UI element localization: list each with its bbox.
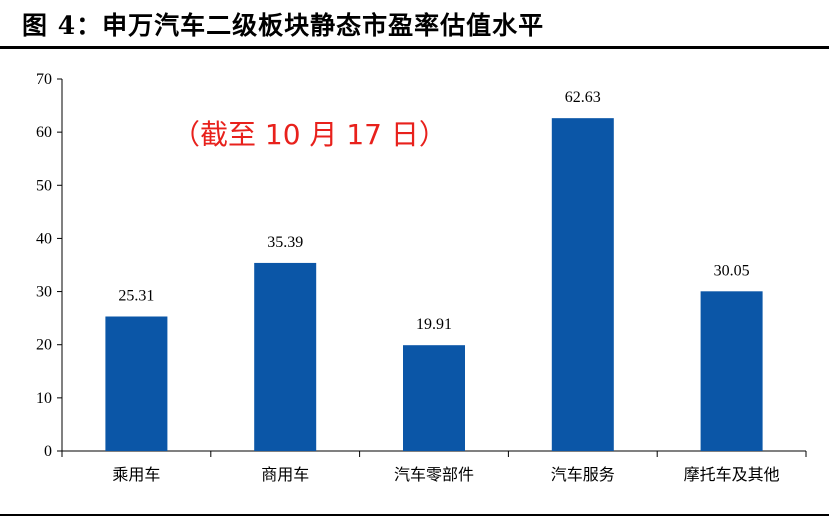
bar	[700, 291, 763, 451]
y-tick-label: 40	[36, 230, 52, 247]
bar	[551, 118, 614, 451]
x-tick-label: 汽车服务	[551, 465, 615, 484]
x-tick-label: 乘用车	[112, 465, 160, 484]
y-tick-label: 10	[36, 390, 52, 407]
chart-bars	[105, 118, 763, 451]
data-label: 19.91	[416, 316, 452, 333]
chart-axes: 0 10 20 30 40 50 60 70	[36, 71, 807, 460]
y-tick-label: 50	[36, 177, 52, 194]
data-label: 30.05	[714, 262, 750, 279]
data-label: 25.31	[118, 287, 154, 304]
y-tick-label: 30	[36, 284, 52, 301]
y-tick-label: 70	[36, 71, 52, 88]
y-tick-label: 60	[36, 124, 52, 141]
figure-title: 图 4：申万汽车二级板块静态市盈率估值水平	[22, 11, 545, 40]
data-label: 62.63	[565, 89, 601, 106]
title-rule	[0, 46, 829, 49]
bar	[403, 345, 465, 451]
data-label: 35.39	[267, 234, 303, 251]
bottom-rule	[0, 514, 829, 516]
chart-annotation: （截至 10 月 17 日）	[172, 118, 447, 151]
x-tick-label: 商用车	[261, 465, 309, 484]
y-tick-label: 0	[44, 443, 52, 460]
chart-labels: 25.31 乘用车 35.39 商用车 19.91 汽车零部件 62.63 汽车服务 30.05…	[112, 89, 779, 484]
x-tick-label: 摩托车及其他	[684, 465, 780, 484]
bar	[105, 316, 168, 451]
x-tick-label: 汽车零部件	[394, 465, 474, 484]
bar	[254, 262, 317, 451]
y-tick-label: 20	[36, 337, 52, 354]
